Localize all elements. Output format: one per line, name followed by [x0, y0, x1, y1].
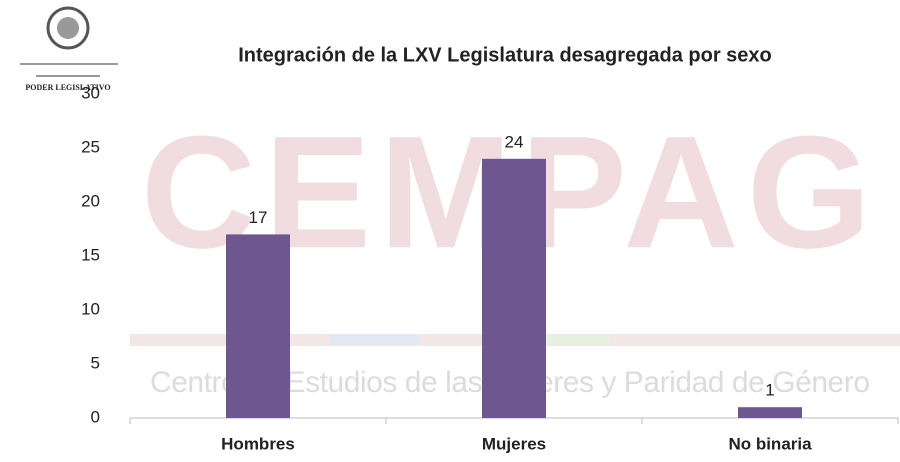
bar — [738, 407, 802, 418]
y-tick-label: 15 — [81, 245, 100, 264]
chart-title: Integración de la LXV Legislatura desagr… — [238, 44, 772, 66]
bar — [482, 159, 546, 418]
x-tick-label: No binaria — [728, 434, 812, 453]
logo-seal — [57, 17, 79, 39]
y-tick-label: 5 — [91, 353, 100, 372]
x-tick-label: Mujeres — [482, 434, 546, 453]
y-tick-label: 20 — [81, 191, 100, 210]
data-label: 17 — [249, 208, 268, 227]
x-tick-label: Hombres — [221, 434, 295, 453]
y-tick-label: 30 — [81, 83, 100, 102]
y-tick-label: 25 — [81, 137, 100, 156]
y-tick-label: 0 — [91, 407, 100, 426]
bar — [226, 234, 290, 418]
chart: CEMPAG Centro de Estudios de las Mujeres… — [0, 0, 900, 462]
data-label: 24 — [505, 132, 524, 151]
data-label: 1 — [765, 381, 774, 400]
watermark-stripe — [330, 334, 420, 346]
logo: PODER LEGISLATIVO — [20, 8, 118, 92]
y-tick-label: 10 — [81, 299, 100, 318]
